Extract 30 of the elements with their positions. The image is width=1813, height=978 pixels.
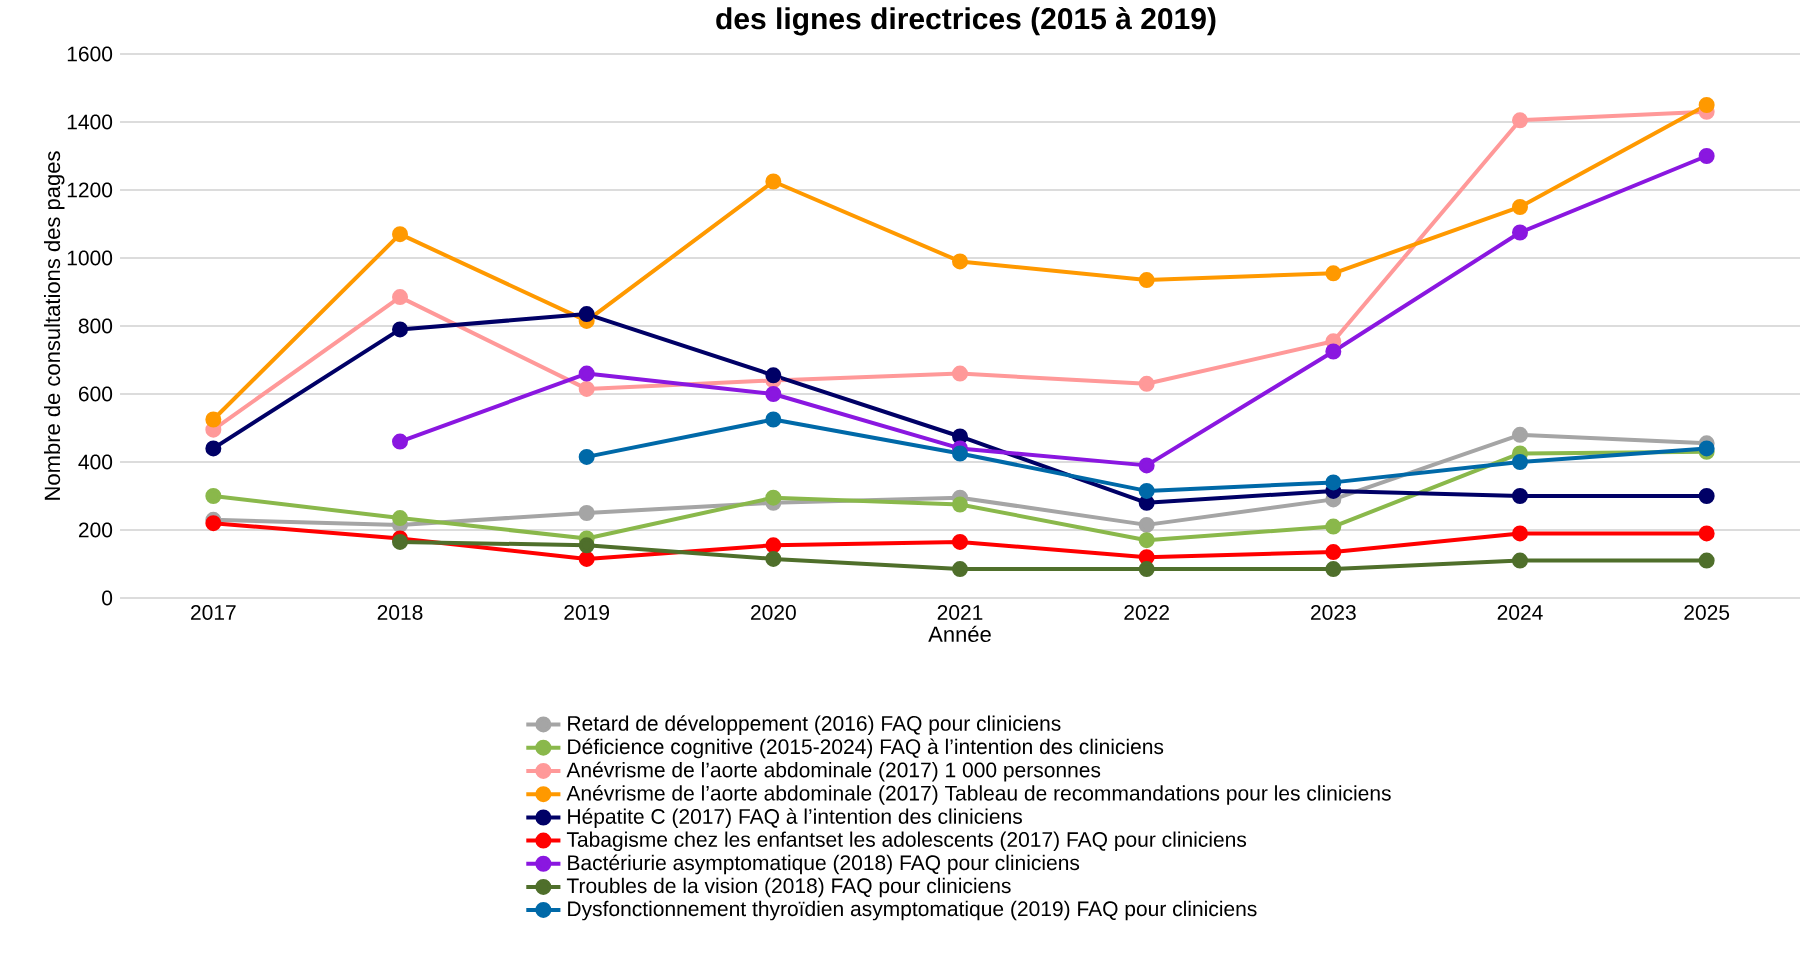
- x-tick-label: 2018: [377, 605, 423, 620]
- legend-label: Hépatite C (2017) FAQ à l’intention des cliniciens: [568, 808, 1022, 829]
- y-tick-label: 800: [78, 318, 113, 334]
- y-tick-label: 1600: [67, 46, 113, 62]
- x-tick-label: 2024: [1497, 605, 1543, 620]
- y-tick-label: 0: [102, 590, 113, 606]
- legend-label: Déficience cognitive (2015-2024) FAQ à l’intention des cliniciens: [568, 738, 1164, 759]
- legend-label: Anévrisme de l’aorte abdominale (2017) Tableau de recommandations pour les cliniciens: [566, 784, 1391, 805]
- y-axis-title: Nombre de consultations des pages: [44, 151, 65, 500]
- x-tick-label: 2023: [1311, 605, 1356, 620]
- legend-label: Bactériurie asymptomatique (2018) FAQ pour cliniciens: [568, 854, 1080, 875]
- x-tick-label: 2022: [1124, 605, 1169, 620]
- y-tick-label: 200: [78, 522, 113, 538]
- y-tick-label: 1200: [67, 182, 113, 198]
- y-tick-label: 600: [78, 386, 113, 402]
- legend-label: Anévrisme de l’aorte abdominale (2017) 1 000 personnes: [566, 761, 1101, 782]
- x-tick-label: 2020: [751, 605, 796, 620]
- x-tick-label: 2025: [1684, 605, 1730, 620]
- y-tick-label: 1400: [67, 114, 113, 130]
- y-tick-label: 400: [78, 454, 113, 470]
- chart-title: des lignes directrices (2015 à 2019): [716, 7, 1216, 36]
- legend-label: Retard de développement (2016) FAQ pour cliniciens: [568, 715, 1061, 736]
- legend-label: Troubles de la vision (2018) FAQ pour cliniciens: [566, 877, 1011, 898]
- x-tick-label: 2021: [937, 605, 983, 620]
- x-tick-label: 2017: [191, 605, 236, 620]
- legend-label: Dysfonctionnement thyroïdien asymptomatique (2019) FAQ pour cliniciens: [568, 900, 1257, 921]
- y-tick-label: 1000: [67, 250, 113, 266]
- x-tick-label: 2019: [564, 605, 610, 620]
- legend-label: Tabagisme chez les enfantset les adolescents (2017) FAQ pour cliniciens: [566, 831, 1247, 852]
- x-axis-title: Année: [928, 625, 991, 643]
